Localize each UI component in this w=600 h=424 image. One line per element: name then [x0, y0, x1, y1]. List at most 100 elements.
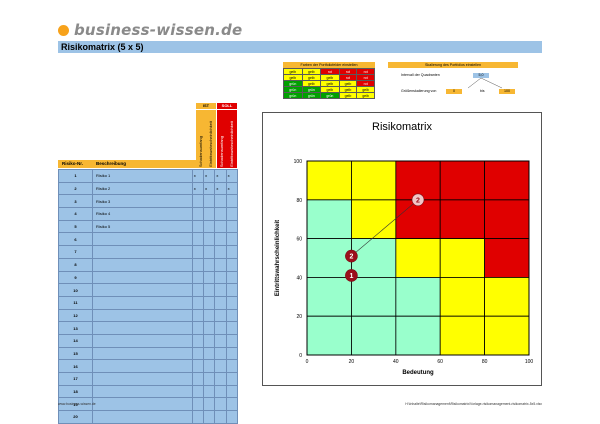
portfolio-color-cell[interactable]: grün [320, 92, 340, 99]
risk-description[interactable]: Risiko 2 [92, 181, 193, 196]
ist-value-cell[interactable] [203, 194, 216, 209]
soll-value-cell[interactable] [225, 333, 239, 348]
soll-value-cell[interactable] [214, 207, 227, 221]
ist-value-cell[interactable] [203, 346, 216, 361]
ist-value-cell[interactable] [203, 232, 216, 247]
ist-value-cell[interactable] [203, 207, 216, 221]
ist-value-cell[interactable] [203, 384, 216, 399]
ist-value-cell[interactable] [191, 295, 205, 310]
risk-description[interactable] [92, 333, 193, 348]
soll-value-cell[interactable] [214, 410, 227, 424]
ist-value-cell[interactable] [203, 295, 216, 310]
ist-value-cell[interactable] [191, 410, 205, 424]
risk-description[interactable]: Risiko 3 [92, 194, 193, 209]
soll-value-cell[interactable] [225, 232, 239, 247]
soll-value-cell[interactable] [214, 372, 227, 386]
ist-value-cell[interactable] [203, 321, 216, 335]
soll-value-cell[interactable] [214, 397, 227, 412]
ist-value-cell[interactable] [203, 219, 216, 234]
ist-value-cell[interactable]: x [191, 169, 205, 183]
scale-from-input[interactable]: 0 [446, 89, 462, 94]
ist-value-cell[interactable] [191, 194, 205, 209]
soll-value-cell[interactable] [225, 207, 239, 221]
risk-description[interactable] [92, 257, 193, 272]
risk-description[interactable] [92, 346, 193, 361]
soll-value-cell[interactable] [214, 219, 227, 234]
quadrant-input[interactable]: 5,0 [473, 73, 489, 78]
risk-description[interactable] [92, 384, 193, 399]
portfolio-color-cell[interactable]: gelb [338, 92, 358, 99]
ist-value-cell[interactable]: x [191, 181, 205, 196]
risk-description[interactable] [92, 397, 193, 412]
soll-value-cell[interactable] [225, 410, 239, 424]
soll-value-cell[interactable] [214, 308, 227, 323]
ist-value-cell[interactable] [191, 207, 205, 221]
ist-value-cell[interactable] [203, 397, 216, 412]
soll-value-cell[interactable] [214, 384, 227, 399]
ist-value-cell[interactable] [191, 384, 205, 399]
soll-value-cell[interactable]: x [225, 181, 239, 196]
soll-value-cell[interactable] [225, 359, 239, 373]
ist-value-cell[interactable] [191, 333, 205, 348]
ist-value-cell[interactable] [191, 346, 205, 361]
ist-value-cell[interactable]: x [203, 181, 216, 196]
portfolio-color-cell[interactable]: grün [301, 92, 322, 99]
ist-value-cell[interactable] [203, 270, 216, 285]
ist-value-cell[interactable] [191, 372, 205, 386]
soll-value-cell[interactable] [214, 257, 227, 272]
soll-value-cell[interactable] [214, 194, 227, 209]
ist-value-cell[interactable] [191, 257, 205, 272]
soll-value-cell[interactable] [225, 270, 239, 285]
risk-description[interactable] [92, 308, 193, 323]
soll-value-cell[interactable] [214, 295, 227, 310]
soll-value-cell[interactable] [225, 372, 239, 386]
soll-value-cell[interactable] [214, 333, 227, 348]
soll-value-cell[interactable] [225, 321, 239, 335]
scale-to-input[interactable]: 100 [499, 89, 515, 94]
soll-value-cell[interactable] [225, 308, 239, 323]
risk-description[interactable] [92, 372, 193, 386]
ist-value-cell[interactable] [191, 232, 205, 247]
soll-value-cell[interactable] [214, 359, 227, 373]
soll-value-cell[interactable]: x [214, 181, 227, 196]
soll-value-cell[interactable] [225, 283, 239, 297]
ist-value-cell[interactable] [191, 270, 205, 285]
ist-value-cell[interactable] [203, 245, 216, 259]
ist-value-cell[interactable] [191, 283, 205, 297]
ist-value-cell[interactable] [191, 219, 205, 234]
ist-value-cell[interactable] [203, 359, 216, 373]
soll-value-cell[interactable] [225, 384, 239, 399]
soll-value-cell[interactable] [225, 245, 239, 259]
ist-value-cell[interactable] [203, 333, 216, 348]
soll-value-cell[interactable] [225, 257, 239, 272]
soll-value-cell[interactable] [225, 219, 239, 234]
ist-value-cell[interactable] [203, 372, 216, 386]
ist-value-cell[interactable] [191, 245, 205, 259]
soll-value-cell[interactable] [225, 397, 239, 412]
portfolio-color-cell[interactable]: gelb [356, 92, 375, 99]
soll-value-cell[interactable] [214, 232, 227, 247]
ist-value-cell[interactable] [203, 308, 216, 323]
risk-description[interactable] [92, 245, 193, 259]
risk-description[interactable] [92, 295, 193, 310]
soll-value-cell[interactable] [225, 194, 239, 209]
soll-value-cell[interactable]: x [214, 169, 227, 183]
risk-description[interactable]: Risiko 1 [92, 169, 193, 183]
ist-value-cell[interactable] [203, 257, 216, 272]
soll-value-cell[interactable] [214, 270, 227, 285]
risk-description[interactable] [92, 359, 193, 373]
risk-description[interactable] [92, 410, 193, 424]
portfolio-color-cell[interactable]: grün [283, 92, 303, 99]
soll-value-cell[interactable] [214, 283, 227, 297]
soll-value-cell[interactable] [214, 245, 227, 259]
ist-value-cell[interactable] [191, 321, 205, 335]
risk-description[interactable] [92, 321, 193, 335]
ist-value-cell[interactable]: x [203, 169, 216, 183]
risk-description[interactable] [92, 232, 193, 247]
soll-value-cell[interactable] [225, 346, 239, 361]
ist-value-cell[interactable] [191, 397, 205, 412]
soll-value-cell[interactable] [214, 321, 227, 335]
risk-description[interactable] [92, 270, 193, 285]
ist-value-cell[interactable] [191, 308, 205, 323]
soll-value-cell[interactable] [214, 346, 227, 361]
